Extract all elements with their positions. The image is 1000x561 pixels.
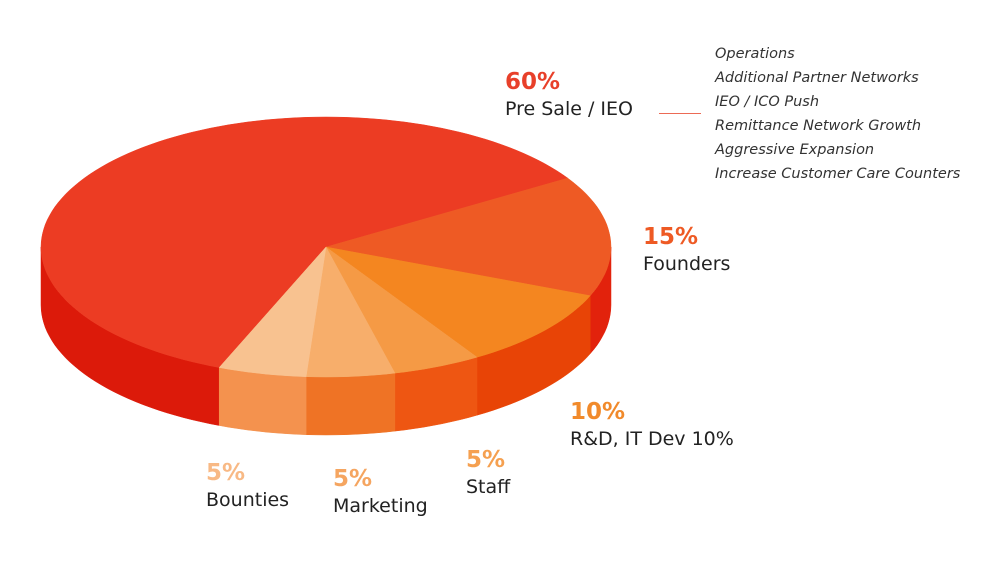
pct-label: 10% xyxy=(570,399,626,425)
pie-slice-founders xyxy=(325,177,612,296)
slice-name: Bounties xyxy=(206,489,290,511)
label-founders: 15% Founders xyxy=(643,223,730,277)
annotation-item: Increase Customer Care Counters xyxy=(715,166,961,182)
pie-slice-side xyxy=(305,372,396,436)
label-presale: 60% Pre Sale / IEO xyxy=(505,68,633,122)
pie-slice-bounties xyxy=(218,246,327,377)
presale-annotation-list: Operations Additional Partner Networks I… xyxy=(715,42,960,186)
annotation-item: Remittance Network Growth xyxy=(715,118,922,134)
slice-name: R&D, IT Dev 10% xyxy=(570,428,734,450)
label-staff: 5% Staff xyxy=(466,446,510,500)
slice-name: Pre Sale / IEO xyxy=(505,98,633,120)
label-marketing: 5% Marketing xyxy=(333,465,428,519)
label-bounties: 5% Bounties xyxy=(206,459,289,513)
pct-label: 15% xyxy=(643,224,699,250)
slice-name: Staff xyxy=(466,476,511,498)
pie-slice-marketing xyxy=(305,246,396,378)
pie-sides xyxy=(40,246,612,436)
pie-slice-pre-sale-ieo xyxy=(40,116,569,368)
pct-label: 5% xyxy=(206,460,246,486)
annotation-connector-line xyxy=(659,113,701,114)
pct-label: 60% xyxy=(505,69,561,95)
annotation-item: Operations xyxy=(715,46,795,62)
annotation-item: Additional Partner Networks xyxy=(715,70,919,86)
pie-slice-r-d-it-dev-10 xyxy=(325,246,591,358)
annotation-item: Aggressive Expansion xyxy=(715,142,875,158)
slice-name: Marketing xyxy=(333,495,428,517)
label-rnd: 10% R&D, IT Dev 10% xyxy=(570,398,734,452)
pie-tops xyxy=(40,116,612,378)
slice-name: Founders xyxy=(643,253,731,275)
pie-slice-staff xyxy=(325,246,478,374)
annotation-item: IEO / ICO Push xyxy=(715,94,820,110)
pie-slice-side xyxy=(218,367,307,435)
pct-label: 5% xyxy=(466,447,506,473)
pct-label: 5% xyxy=(333,466,373,492)
